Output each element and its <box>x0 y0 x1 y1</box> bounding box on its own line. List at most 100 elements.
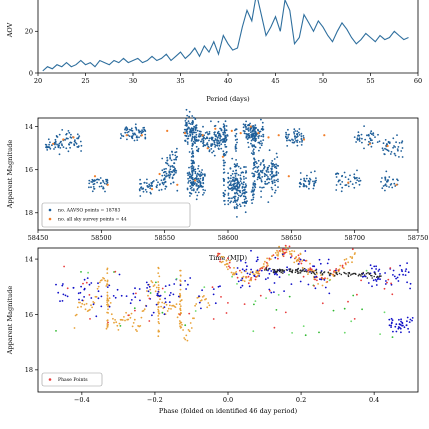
p3-legend-phase: Phase Points <box>58 377 88 383</box>
aavso-point <box>161 181 164 184</box>
phase-point <box>372 279 375 282</box>
phase-point <box>90 282 93 284</box>
phase-point <box>389 267 392 269</box>
phase-point <box>320 274 322 276</box>
aavso-point <box>231 189 234 191</box>
phase-point <box>402 273 404 276</box>
phase-point <box>127 314 130 317</box>
aavso-point <box>202 142 204 145</box>
phase-point <box>344 262 347 264</box>
aavso-point <box>273 158 276 160</box>
phase-point <box>270 270 273 272</box>
aavso-point <box>225 138 228 141</box>
phase-point <box>406 320 408 323</box>
phase-point <box>327 271 330 274</box>
aavso-point <box>156 184 159 187</box>
aavso-point <box>300 138 303 141</box>
aavso-point <box>235 159 238 161</box>
aavso-point <box>254 130 257 133</box>
phase-point <box>309 268 311 271</box>
aavso-point <box>204 173 206 176</box>
phase-point <box>255 276 257 278</box>
phase-point <box>172 293 175 296</box>
phase-point <box>157 306 160 308</box>
aavso-point <box>261 176 264 178</box>
aavso-point <box>245 170 247 172</box>
phase-point <box>333 275 336 277</box>
aavso-point <box>347 185 350 188</box>
aavso-point <box>294 130 297 132</box>
aavso-point <box>232 201 235 204</box>
phase-point <box>286 266 288 269</box>
p2-legend-marker-aavso <box>48 208 52 212</box>
phase-point <box>367 282 370 284</box>
phase-point <box>135 328 137 331</box>
aavso-point <box>196 194 199 197</box>
survey-point <box>368 142 371 145</box>
aavso-point <box>250 191 253 193</box>
aavso-point <box>171 165 174 167</box>
phase-point <box>73 327 76 329</box>
aavso-point <box>361 137 363 140</box>
aavso-point <box>142 188 144 190</box>
phase-point <box>371 267 373 270</box>
phase-point <box>390 324 392 327</box>
phase-point <box>181 323 183 326</box>
aavso-point <box>58 153 61 156</box>
phase-point <box>406 316 409 319</box>
phase-point <box>165 303 168 306</box>
phase-point <box>190 327 193 329</box>
phase-point <box>391 321 393 324</box>
x-tick-label: 40 <box>224 77 232 85</box>
aavso-point <box>236 163 239 165</box>
aavso-point <box>293 141 296 143</box>
aavso-point <box>190 192 193 195</box>
survey-point <box>150 188 154 191</box>
aavso-point <box>187 126 190 129</box>
aavso-point <box>275 179 278 182</box>
phase-point <box>85 281 88 284</box>
aavso-point <box>241 201 244 204</box>
aavso-point <box>186 124 188 126</box>
survey-point <box>395 183 398 186</box>
survey-point <box>93 175 97 178</box>
phase-point <box>316 279 318 282</box>
aavso-point <box>233 197 236 200</box>
aavso-point <box>191 133 194 136</box>
aavso-point <box>194 142 197 145</box>
aavso-point <box>271 163 274 166</box>
aavso-point <box>259 186 261 189</box>
aavso-point <box>367 143 370 146</box>
phase-point <box>178 320 181 322</box>
aavso-point <box>245 177 247 180</box>
aavso-point <box>250 152 253 155</box>
phase-point <box>390 282 392 285</box>
aavso-point <box>194 135 196 138</box>
phase-point <box>159 294 162 297</box>
aavso-point <box>98 185 101 188</box>
aavso-point <box>197 165 200 167</box>
aavso-point <box>257 137 260 139</box>
aavso-point <box>192 161 194 164</box>
aavso-point <box>164 185 167 188</box>
aavso-point <box>351 183 354 186</box>
phase-point <box>130 299 133 301</box>
phase-point <box>408 321 411 323</box>
survey-point <box>230 129 233 132</box>
aavso-point <box>196 187 199 190</box>
phase-point <box>395 277 397 280</box>
phase-point <box>138 288 141 290</box>
phase-point <box>296 270 298 272</box>
aavso-point <box>238 203 241 206</box>
aavso-point <box>233 180 236 182</box>
phase-point <box>356 293 358 296</box>
aavso-point <box>386 180 388 183</box>
aavso-point <box>224 135 226 137</box>
aavso-point <box>370 130 373 133</box>
aavso-point <box>248 134 251 137</box>
aavso-point <box>257 159 260 162</box>
aavso-point <box>369 132 372 135</box>
phase-point <box>212 288 215 290</box>
aavso-point <box>175 158 178 161</box>
aavso-point <box>187 177 190 180</box>
